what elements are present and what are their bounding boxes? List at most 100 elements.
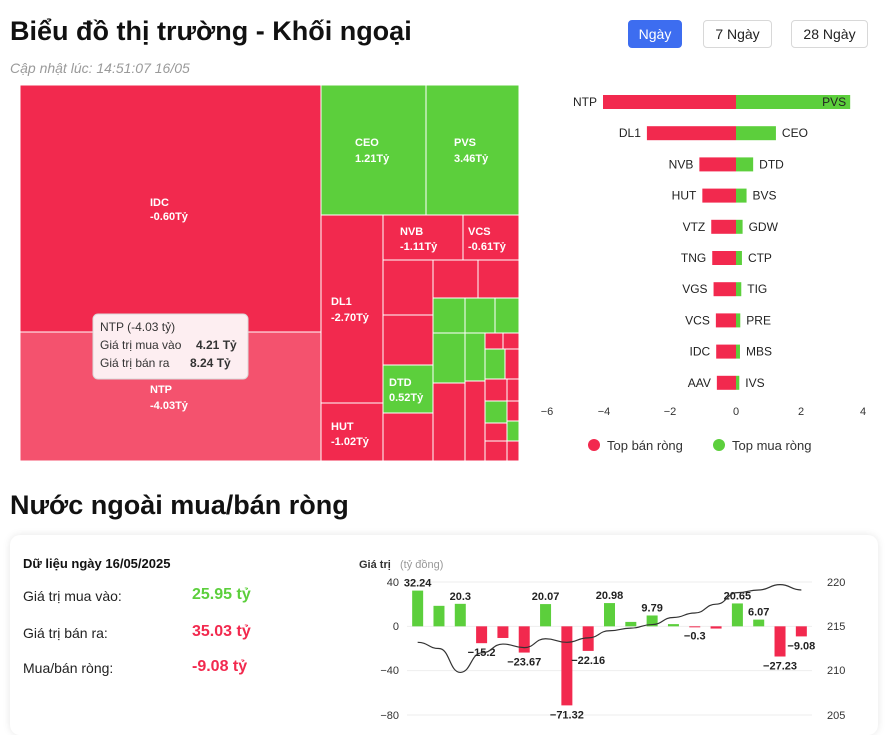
- sell-bar[interactable]: [702, 188, 736, 203]
- sell-ticker-label: IDC: [690, 345, 711, 359]
- net-bar[interactable]: [540, 604, 552, 627]
- net-bar[interactable]: [774, 626, 786, 657]
- tile-small[interactable]: [484, 378, 508, 402]
- tile-small[interactable]: [484, 400, 508, 424]
- tile-dl1[interactable]: [320, 214, 384, 404]
- tile-small[interactable]: [464, 332, 486, 382]
- timeframe-day-button[interactable]: Ngày: [628, 20, 682, 48]
- tile-small[interactable]: [382, 412, 434, 462]
- tile-small[interactable]: [506, 378, 520, 402]
- net-bar-label: −9.08: [787, 640, 815, 652]
- sell-ticker-label: AAV: [688, 376, 711, 390]
- net-bar-label: 20.65: [724, 590, 752, 602]
- net-bar[interactable]: [689, 626, 701, 628]
- tile-small[interactable]: [484, 348, 506, 380]
- buy-bar[interactable]: [736, 344, 740, 359]
- tile-pvs[interactable]: [425, 85, 520, 216]
- timeframe-7day-button[interactable]: 7 Ngày: [703, 20, 772, 48]
- net-bar[interactable]: [667, 624, 679, 627]
- tooltip-sell-label: Giá trị bán ra: [100, 356, 170, 370]
- buy-value: 25.95 tỷ: [192, 586, 251, 603]
- chart-legend[interactable]: Top bán ròng Top mua ròng: [588, 438, 812, 453]
- buy-ticker-label: DTD: [759, 157, 784, 171]
- buy-bar[interactable]: [736, 219, 743, 234]
- tile-small[interactable]: [484, 422, 508, 442]
- net-bar[interactable]: [433, 605, 445, 627]
- sell-bar[interactable]: [716, 375, 736, 390]
- net-bar[interactable]: [518, 626, 530, 653]
- buy-ticker-label: PRE: [746, 313, 771, 327]
- tile-small[interactable]: [506, 400, 520, 422]
- net-bar[interactable]: [604, 603, 615, 627]
- sell-bar[interactable]: [712, 251, 736, 265]
- buy-ticker-label: PVS: [822, 95, 846, 109]
- buy-bar[interactable]: [736, 282, 742, 297]
- tile-small[interactable]: [382, 259, 434, 316]
- tile-label-vcs-ticker: VCS: [468, 226, 491, 238]
- tile-small[interactable]: [382, 314, 434, 366]
- tile-idc[interactable]: [20, 85, 322, 333]
- net-value: -9.08 tỷ: [192, 658, 248, 675]
- tile-small[interactable]: [432, 259, 479, 299]
- timeframe-28day-button[interactable]: 28 Ngày: [791, 20, 868, 48]
- sell-bar[interactable]: [716, 344, 736, 359]
- sell-bar[interactable]: [699, 157, 736, 172]
- net-bar[interactable]: [795, 626, 807, 637]
- tile-small[interactable]: [464, 380, 486, 462]
- sell-ticker-label: VGS: [682, 282, 707, 296]
- net-bar[interactable]: [710, 626, 722, 629]
- sell-bar[interactable]: [646, 126, 736, 141]
- tile-small[interactable]: [432, 332, 466, 384]
- tile-small[interactable]: [506, 440, 520, 462]
- sell-bar[interactable]: [603, 95, 736, 109]
- sell-bar[interactable]: [715, 313, 736, 328]
- tile-small[interactable]: [484, 440, 508, 462]
- sell-ticker-label: DL1: [619, 126, 641, 140]
- tile-label-ntp-ticker: NTP: [150, 384, 172, 396]
- tile-label-vcs-value: -0.61Tỷ: [468, 241, 507, 253]
- net-bar[interactable]: [412, 590, 424, 627]
- sell-bar[interactable]: [711, 219, 736, 234]
- tile-hut[interactable]: [320, 402, 384, 462]
- sell-value: 35.03 tỷ: [192, 623, 251, 640]
- net-bar[interactable]: [731, 603, 743, 627]
- axis-tick: −6: [541, 406, 554, 418]
- sell-ticker-label: HUT: [672, 189, 697, 203]
- net-bar[interactable]: [476, 626, 488, 644]
- buy-bar[interactable]: [736, 157, 754, 172]
- tile-small[interactable]: [494, 297, 520, 334]
- tile-small[interactable]: [504, 348, 520, 380]
- tile-label-dtd-value: 0.52Tỷ: [389, 392, 424, 404]
- net-bar-label: −23.67: [507, 657, 541, 669]
- tile-small[interactable]: [464, 297, 496, 334]
- buy-ticker-label: MBS: [746, 345, 772, 359]
- net-bar[interactable]: [625, 621, 637, 627]
- buy-bar[interactable]: [736, 188, 747, 203]
- tile-small[interactable]: [484, 332, 504, 350]
- buy-bar[interactable]: [736, 95, 851, 109]
- tile-vcs[interactable]: [462, 214, 520, 261]
- net-bar[interactable]: [753, 619, 765, 627]
- net-bar[interactable]: [561, 626, 573, 706]
- tile-small[interactable]: [477, 259, 520, 299]
- buy-bar[interactable]: [736, 375, 740, 390]
- tile-small[interactable]: [502, 332, 520, 350]
- tile-small[interactable]: [432, 382, 466, 462]
- buy-bar[interactable]: [736, 313, 741, 328]
- net-bar[interactable]: [582, 626, 594, 651]
- net-bar[interactable]: [497, 626, 509, 638]
- tile-small[interactable]: [506, 420, 520, 442]
- buy-bar[interactable]: [736, 126, 776, 141]
- net-value-label: Mua/bán ròng:: [23, 660, 114, 676]
- legend-sell-marker: [588, 439, 600, 451]
- tile-ceo[interactable]: [320, 85, 427, 216]
- net-bar[interactable]: [646, 615, 658, 627]
- tile-small[interactable]: [432, 297, 466, 334]
- tile-dtd[interactable]: [382, 364, 434, 414]
- sell-bar[interactable]: [713, 282, 736, 297]
- net-bar[interactable]: [454, 603, 466, 627]
- buy-ticker-label: TIG: [747, 282, 767, 296]
- buy-ticker-label: CEO: [782, 126, 808, 140]
- y-tick-right: 205: [827, 710, 845, 722]
- buy-bar[interactable]: [736, 251, 742, 265]
